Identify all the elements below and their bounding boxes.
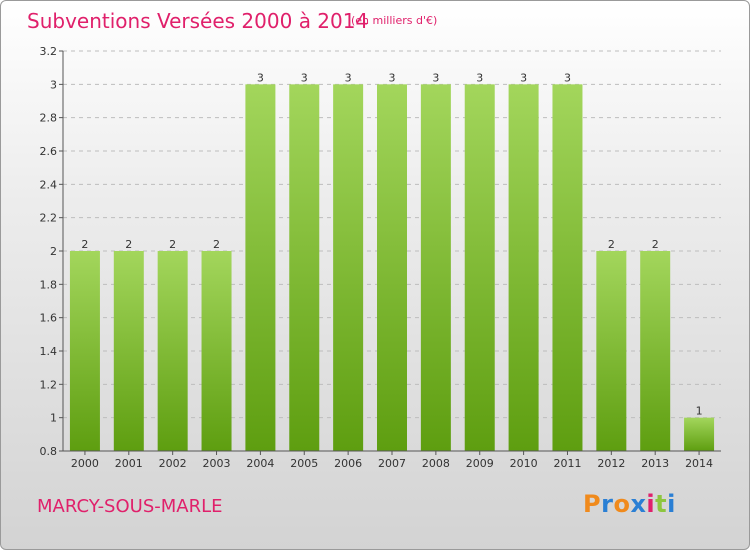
- y-tick-label: 1.8: [40, 278, 58, 291]
- logo-letter: P: [583, 490, 602, 518]
- y-tick-label: 1.6: [40, 312, 58, 325]
- x-tick-label: 2011: [553, 457, 581, 470]
- bar-2007: [377, 84, 407, 451]
- commune-name: MARCY-SOUS-MARLE: [37, 496, 223, 517]
- bar-2000: [69, 251, 100, 451]
- x-tick-label: 2010: [510, 457, 538, 470]
- bar-2002: [157, 251, 188, 451]
- logo-letter: i: [646, 490, 656, 518]
- y-tick-label: 3: [50, 78, 57, 91]
- labels: 0.8 1 1.2 1.4 1.6 1.8 2 2.2 2.4 2.6 2.8 3 3.2 2 2000 2 2…: [40, 45, 714, 470]
- bar-2003: [201, 251, 232, 451]
- bar-value-label: 2: [125, 238, 132, 251]
- bar-value-label: 3: [301, 71, 308, 84]
- x-tick-label: 2007: [378, 457, 406, 470]
- bar-2013: [640, 251, 671, 451]
- x-tick-label: 2003: [203, 457, 231, 470]
- bar-2004: [245, 84, 276, 451]
- proxiti-logo: Proxiti: [583, 490, 676, 518]
- x-tick-label: 2004: [246, 457, 274, 470]
- x-tick-label: 2000: [71, 457, 99, 470]
- bar-2001: [113, 251, 144, 451]
- x-tick-label: 2005: [290, 457, 318, 470]
- bar-value-label: 1: [696, 405, 703, 418]
- y-tick-label: 1: [50, 412, 57, 425]
- chart-subtitle: (en milliers d'€): [351, 14, 438, 27]
- bar-value-label: 3: [520, 71, 527, 84]
- bar-2011: [552, 84, 583, 451]
- logo-letter: r: [601, 490, 614, 518]
- logo-letter: t: [655, 490, 668, 518]
- bar-2010: [508, 84, 539, 451]
- bar-value-label: 2: [608, 238, 615, 251]
- y-tick-label: 2.4: [40, 178, 58, 191]
- chart-title: Subventions Versées 2000 à 2014: [27, 9, 369, 33]
- bar-value-label: 2: [652, 238, 659, 251]
- y-tick-label: 2: [50, 245, 57, 258]
- bar-value-label: 3: [476, 71, 483, 84]
- bar-value-label: 2: [81, 238, 88, 251]
- x-tick-label: 2001: [115, 457, 143, 470]
- bar-value-label: 2: [169, 238, 176, 251]
- y-tick-label: 2.6: [40, 145, 58, 158]
- x-tick-label: 2008: [422, 457, 450, 470]
- y-tick-label: 1.4: [40, 345, 58, 358]
- y-tick-label: 2.2: [40, 212, 58, 225]
- bar-value-label: 3: [389, 71, 396, 84]
- y-tick-label: 0.8: [40, 445, 58, 458]
- bar-2005: [289, 84, 320, 451]
- y-tick-label: 1.2: [40, 378, 58, 391]
- bar-2009: [464, 84, 495, 451]
- axes: [59, 50, 721, 455]
- y-tick-label: 2.8: [40, 112, 58, 125]
- bars: [69, 84, 715, 451]
- logo-letter: o: [613, 490, 631, 518]
- bar-2014: [684, 417, 715, 451]
- x-tick-label: 2002: [159, 457, 187, 470]
- x-tick-label: 2014: [685, 457, 713, 470]
- bar-value-label: 3: [432, 71, 439, 84]
- bar-2008: [420, 84, 451, 451]
- bar-value-label: 3: [564, 71, 571, 84]
- x-tick-label: 2006: [334, 457, 362, 470]
- x-tick-label: 2012: [597, 457, 625, 470]
- logo-letter: i: [667, 490, 676, 518]
- x-tick-label: 2009: [466, 457, 494, 470]
- bar-value-label: 3: [257, 71, 264, 84]
- logo-letter: x: [630, 490, 647, 518]
- bar-2006: [333, 84, 364, 451]
- bar-value-label: 3: [345, 71, 352, 84]
- bar-value-label: 2: [213, 238, 220, 251]
- y-tick-label: 3.2: [40, 45, 58, 58]
- x-tick-label: 2013: [641, 457, 669, 470]
- bar-2012: [596, 251, 627, 451]
